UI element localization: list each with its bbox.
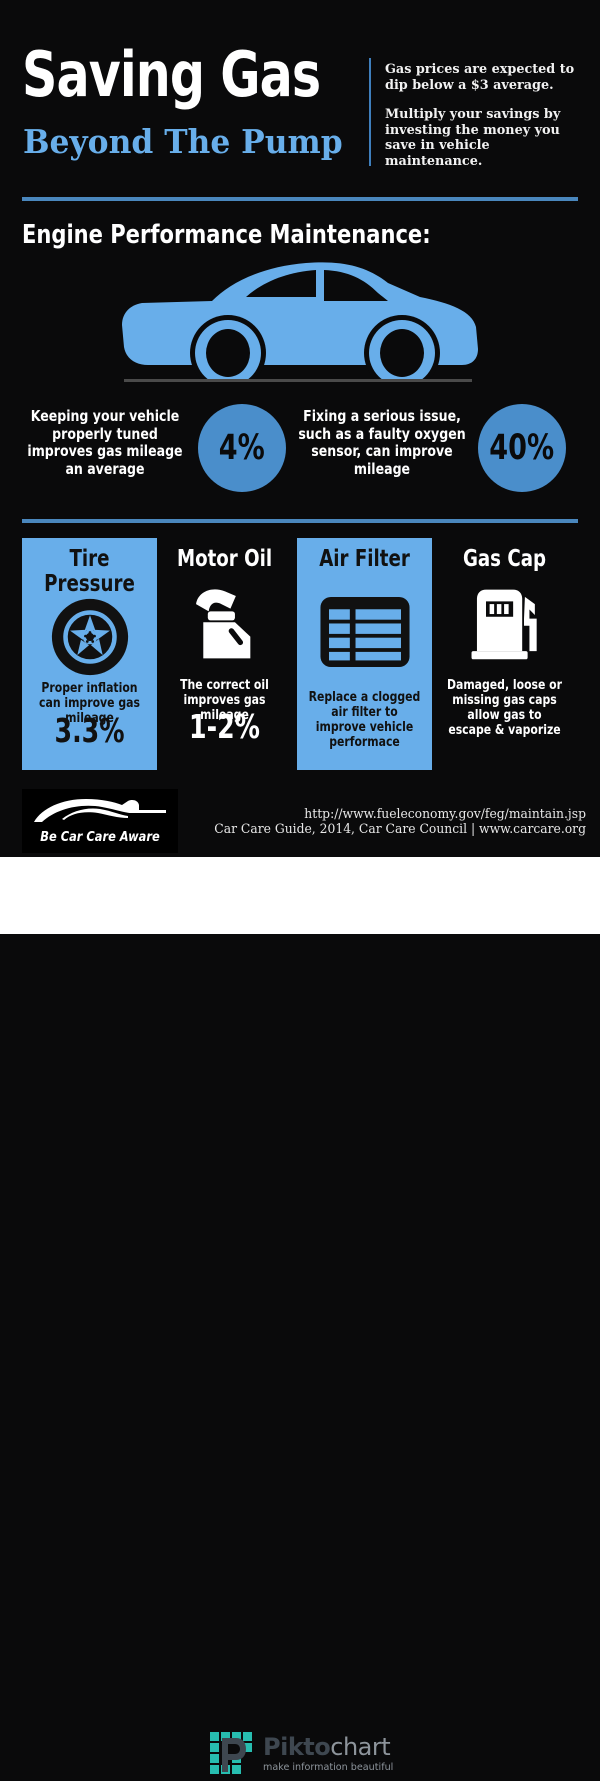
oil-can-icon	[157, 586, 292, 662]
stat-value-serious-issue: 40%	[489, 428, 555, 468]
card-gas-cap: Gas Cap Damaged, loose or missing gas ca…	[437, 538, 572, 770]
stat-value-tuneup: 4%	[219, 428, 265, 468]
brand-name-bold: Pikto	[263, 1732, 331, 1761]
stat-circle-tuneup: 4%	[198, 404, 286, 492]
card-desc-motor-oil: The correct oil improves gas mileage	[180, 678, 269, 723]
sources: http://www.fueleconomy.gov/feg/maintain.…	[208, 806, 586, 836]
card-motor-oil: Motor Oil The correct oil improves gas m…	[157, 538, 292, 770]
divider-rule-top	[22, 197, 578, 201]
card-desc-tire-pressure: Proper inflation can improve gas mileage	[39, 681, 140, 726]
divider-rule-bottom	[22, 519, 578, 523]
air-filter-icon	[297, 596, 432, 668]
card-desc-air-filter: Replace a clogged air filter to improve …	[308, 690, 421, 750]
header: Saving Gas Beyond The Pump Gas prices ar…	[0, 0, 600, 190]
card-tire-pressure: Tire Pressure	[22, 538, 157, 770]
stat-label-serious-issue: Fixing a serious issue, such as a faulty…	[298, 407, 466, 478]
page-title: Saving Gas	[22, 38, 321, 111]
card-title-tire-pressure: Tire Pressure	[44, 546, 135, 597]
piktochart-logo-icon	[210, 1732, 254, 1776]
brand-footer-strip: Piktochart make information beautiful	[0, 857, 600, 1774]
stat-circle-serious-issue: 40%	[478, 404, 566, 492]
tire-wheel-icon	[22, 598, 157, 676]
header-vertical-divider	[369, 58, 371, 166]
stat-label-tuneup: Keeping your vehicle properly tuned impr…	[27, 407, 183, 478]
piktochart-wordmark: Piktochart make information beautiful	[263, 1732, 394, 1774]
card-air-filter: Air Filter Replace a clogged air filter …	[297, 538, 432, 770]
be-car-care-aware-logo: Be Car Care Aware	[22, 789, 178, 853]
be-car-care-aware-label: Be Car Care Aware	[40, 829, 160, 845]
sedan-car-icon	[120, 253, 480, 391]
source-url-fueleconomy: http://www.fueleconomy.gov/feg/maintain.…	[304, 806, 586, 821]
card-title-air-filter: Air Filter	[319, 546, 410, 572]
page-subtitle: Beyond The Pump	[23, 122, 343, 161]
gas-pump-icon	[437, 586, 572, 662]
car-silhouette-icon	[28, 792, 172, 833]
card-title-gas-cap: Gas Cap	[462, 546, 547, 572]
source-car-care-guide: Car Care Guide, 2014, Car Care Council |…	[214, 821, 586, 836]
card-title-motor-oil: Motor Oil	[176, 546, 273, 572]
header-notes: Gas prices are expected to dip below a $…	[385, 62, 585, 169]
header-note-1: Gas prices are expected to dip below a $…	[385, 62, 575, 93]
car-ground-line	[124, 379, 472, 382]
card-percent-motor-oil: 1-2%	[189, 707, 260, 746]
card-percent-tire-pressure: 3.3%	[54, 711, 125, 750]
brand-tagline: make information beautiful	[263, 1761, 394, 1773]
header-note-2: Multiply your savings by investing the m…	[385, 107, 561, 169]
card-desc-gas-cap: Damaged, loose or missing gas caps allow…	[446, 678, 563, 738]
brand-name-light: chart	[330, 1732, 391, 1761]
piktochart-brand[interactable]: Piktochart make information beautiful	[210, 1732, 400, 1776]
section-heading-engine: Engine Performance Maintenance:	[22, 220, 431, 250]
